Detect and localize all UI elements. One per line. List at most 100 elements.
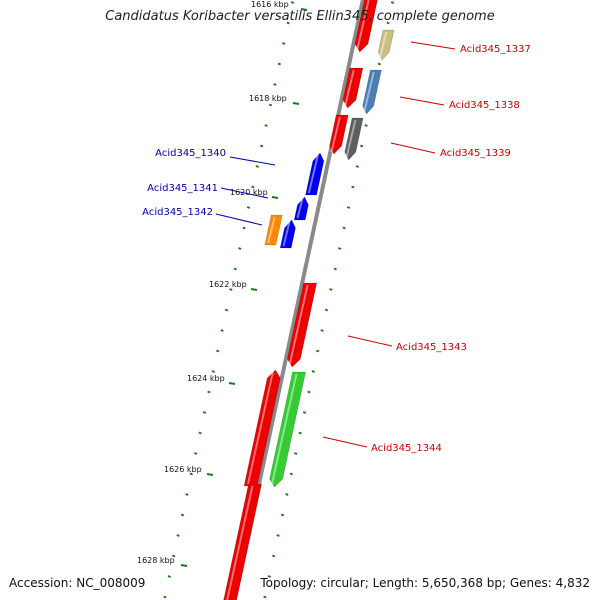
gene-label[interactable]: Acid345_1340 xyxy=(155,148,226,159)
gene-feature-highlight xyxy=(226,485,254,600)
gene-feature[interactable] xyxy=(362,69,382,115)
tick-mark xyxy=(238,247,242,250)
tick-mark xyxy=(194,452,198,455)
tick-mark xyxy=(264,124,268,127)
tick-mark xyxy=(229,288,233,291)
gene-label-leader xyxy=(390,142,436,154)
gene-feature-highlight xyxy=(296,198,304,219)
tick-mark xyxy=(329,288,333,291)
gene-label-leader xyxy=(347,335,393,347)
gene-labels[interactable]: Acid345_1337 Acid345_1338 Acid345_1339 Acid… xyxy=(142,44,531,454)
gene-feature-highlight xyxy=(307,154,319,194)
gene-feature[interactable] xyxy=(377,29,395,61)
tick-mark xyxy=(360,144,364,148)
tick-mark xyxy=(289,472,293,476)
gene-feature[interactable] xyxy=(342,67,364,109)
map-title: Candidatus Koribacter versatilis Ellin34… xyxy=(105,9,495,24)
gene-feature-highlight xyxy=(247,371,274,485)
tick-mark xyxy=(233,267,237,271)
tick-mark xyxy=(272,554,276,558)
gene-feature[interactable] xyxy=(293,196,309,221)
kbp-label: 1628 kbp xyxy=(137,556,175,565)
tick-mark xyxy=(316,349,320,353)
tick-mark xyxy=(180,513,185,517)
tick-mark xyxy=(298,431,302,435)
tick-mark xyxy=(390,1,395,4)
tick-mark xyxy=(290,1,295,4)
gene-label[interactable]: Acid345_1344 xyxy=(371,443,442,454)
tick-mark xyxy=(216,349,220,353)
topology-text: Topology: circular; Length: 5,650,368 bp… xyxy=(260,576,590,590)
tick-mark xyxy=(302,411,307,414)
kbp-label: 1620 kbp xyxy=(230,188,268,197)
gene-feature[interactable] xyxy=(329,114,349,155)
gene-feature-highlight xyxy=(356,0,370,51)
gene-feature-highlight xyxy=(344,69,355,107)
gene-feature[interactable] xyxy=(305,152,325,196)
tick-mark xyxy=(320,329,324,332)
gene-feature[interactable] xyxy=(264,214,283,246)
kbp-label: 1616 kbp xyxy=(251,0,289,9)
tick-mark xyxy=(338,247,342,250)
kbp-tick xyxy=(271,196,279,199)
tick-mark xyxy=(276,534,280,537)
tick-mark xyxy=(377,62,381,66)
gene-feature[interactable] xyxy=(279,219,296,249)
gene-label[interactable]: Acid345_1338 xyxy=(449,100,520,111)
tick-mark xyxy=(198,431,202,435)
gene-feature[interactable] xyxy=(287,282,318,368)
gene-label-leader xyxy=(229,156,276,166)
tick-mark xyxy=(307,390,311,394)
kbp-label: 1618 kbp xyxy=(249,94,287,103)
kbp-tick xyxy=(206,473,214,476)
gene-label[interactable]: Acid345_1341 xyxy=(147,183,218,194)
gene-feature[interactable] xyxy=(354,0,380,53)
gene-features xyxy=(222,0,395,600)
gene-label[interactable]: Acid345_1343 xyxy=(396,342,467,353)
tick-mark xyxy=(189,472,193,476)
kbp-label: 1622 kbp xyxy=(209,280,247,289)
kbp-tick xyxy=(292,102,300,105)
tick-mark xyxy=(286,21,290,25)
tick-mark xyxy=(386,21,390,25)
gene-feature-highlight xyxy=(288,284,309,366)
tick-mark xyxy=(294,452,298,455)
tick-mark xyxy=(260,144,264,148)
tick-mark xyxy=(211,370,215,373)
gene-feature[interactable] xyxy=(344,117,364,161)
tick-mark xyxy=(220,329,224,332)
gene-feature-highlight xyxy=(330,116,341,153)
gene-feature-highlight xyxy=(270,373,298,486)
gene-feature[interactable] xyxy=(269,371,306,488)
tick-mark xyxy=(351,185,355,189)
tick-marks-outer xyxy=(163,1,295,599)
tick-mark xyxy=(242,226,246,230)
kbp-tick xyxy=(180,564,188,567)
tick-mark xyxy=(311,370,315,373)
tick-mark xyxy=(324,308,329,312)
tick-mark xyxy=(280,513,285,517)
kbp-label: 1626 kbp xyxy=(164,465,202,474)
accession-text: Accession: NC_008009 xyxy=(9,576,146,590)
gene-label[interactable]: Acid345_1342 xyxy=(142,207,213,218)
tick-mark xyxy=(267,575,271,578)
gene-feature-highlight xyxy=(267,216,276,244)
tick-mark xyxy=(167,575,171,578)
tick-mark xyxy=(268,103,273,107)
gene-label-leader xyxy=(322,436,368,448)
gene-feature[interactable] xyxy=(222,483,262,600)
gene-feature-highlight xyxy=(345,119,357,159)
tick-mark xyxy=(342,226,346,230)
tick-mark xyxy=(176,534,180,537)
tick-mark xyxy=(185,493,189,496)
tick-mark xyxy=(277,62,281,66)
tick-marks-inner xyxy=(263,1,395,599)
kbp-label: 1624 kbp xyxy=(187,374,225,383)
gene-label[interactable]: Acid345_1337 xyxy=(460,44,531,55)
gene-feature-highlight xyxy=(363,71,375,113)
gene-feature-highlight xyxy=(282,221,291,247)
gene-label[interactable]: Acid345_1339 xyxy=(440,148,511,159)
tick-mark xyxy=(355,165,359,168)
